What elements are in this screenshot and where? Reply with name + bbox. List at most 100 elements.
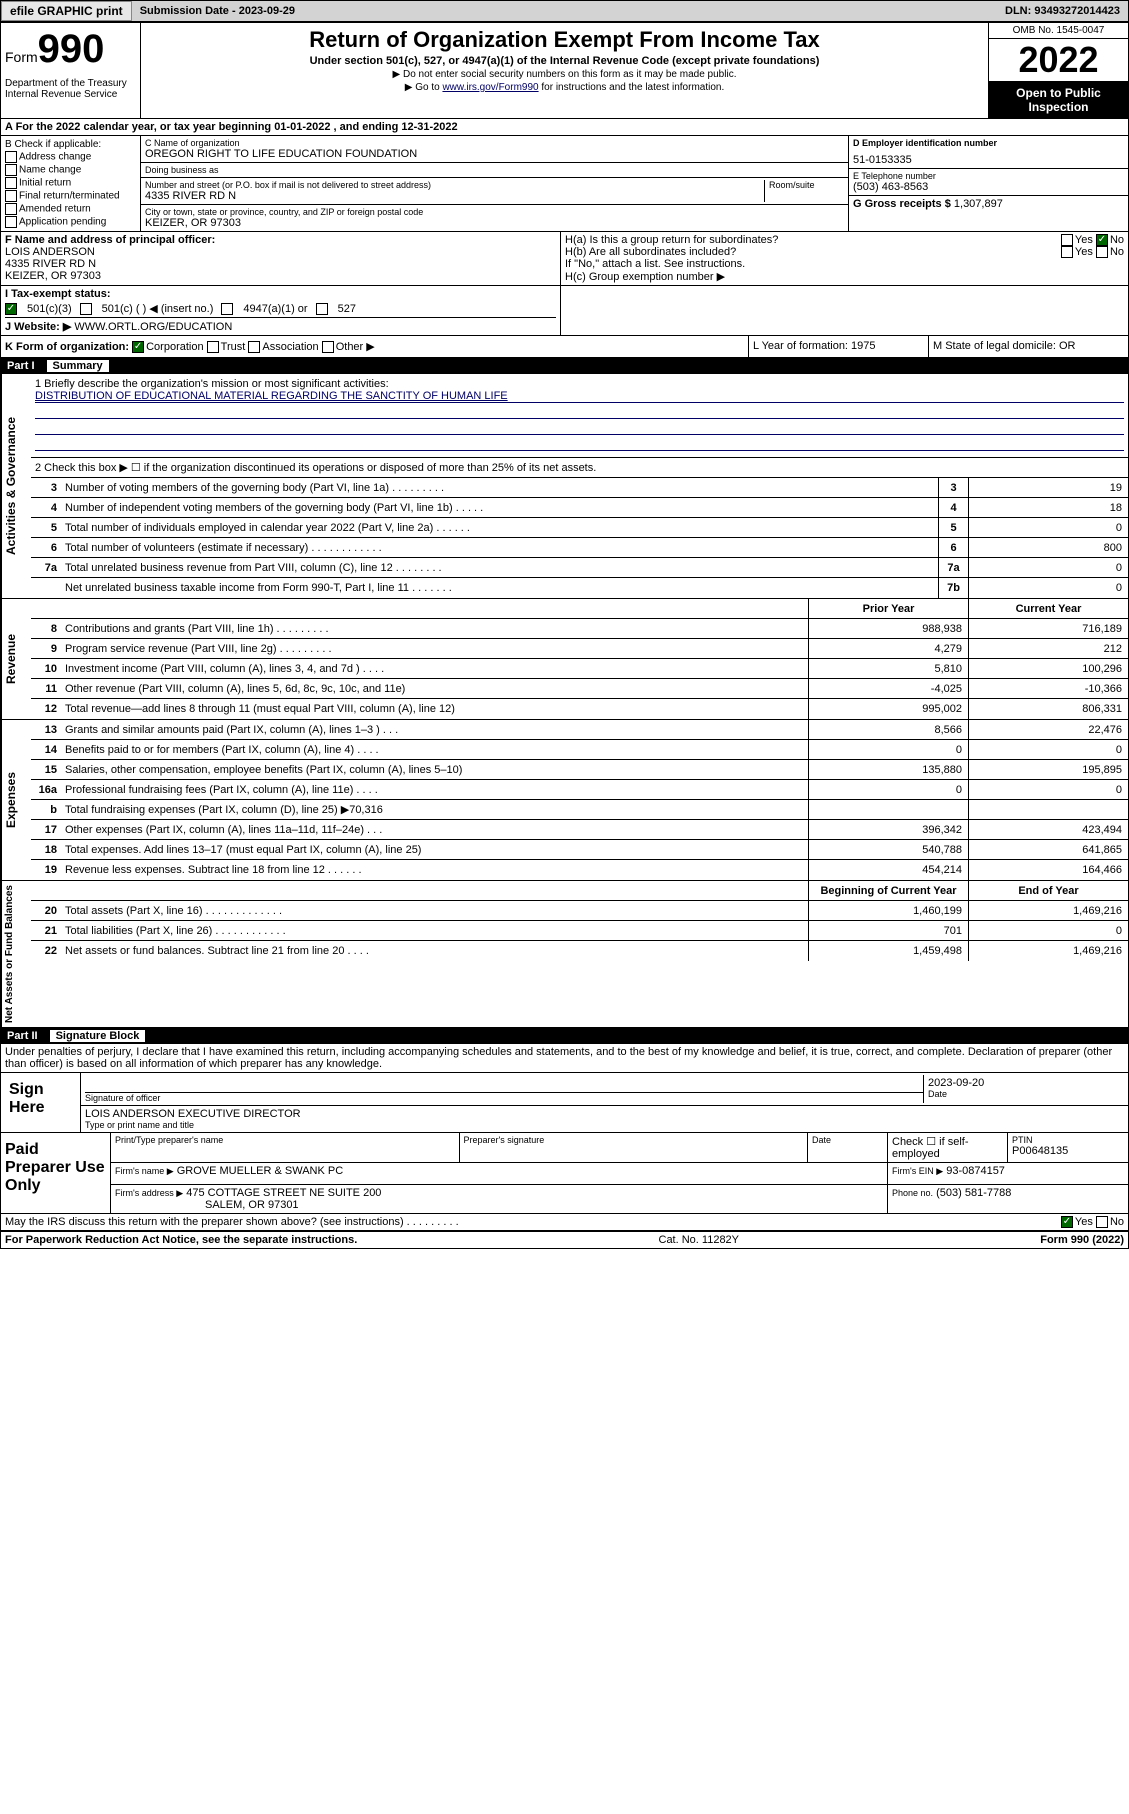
- discuss-no[interactable]: [1096, 1216, 1108, 1228]
- chk-amended[interactable]: [5, 203, 17, 215]
- ptin-value: P00648135: [1012, 1145, 1124, 1157]
- line-text: Grants and similar amounts paid (Part IX…: [61, 722, 808, 738]
- prior-year-value: 988,938: [808, 619, 968, 638]
- line-text: Total liabilities (Part X, line 26) . . …: [61, 923, 808, 939]
- dept-treasury: Department of the Treasury Internal Reve…: [5, 78, 136, 100]
- current-year-value: 195,895: [968, 760, 1128, 779]
- discuss-yes[interactable]: [1061, 1216, 1073, 1228]
- prep-self-emp: Check ☐ if self-employed: [888, 1133, 1008, 1162]
- blank-line: [35, 405, 1124, 419]
- signature-line[interactable]: [85, 1075, 923, 1093]
- officer-addr1: 4335 RIVER RD N: [5, 258, 556, 270]
- part-1-header: Part I Summary: [1, 358, 1128, 374]
- officer-addr2: KEIZER, OR 97303: [5, 270, 556, 282]
- chk-501c[interactable]: [80, 303, 92, 315]
- line-text: Benefits paid to or for members (Part IX…: [61, 742, 808, 758]
- print-name-label: Type or print name and title: [85, 1120, 1124, 1130]
- line-num: 11: [31, 681, 61, 697]
- line-num: 16a: [31, 782, 61, 798]
- org-name: OREGON RIGHT TO LIFE EDUCATION FOUNDATIO…: [145, 148, 844, 160]
- chk-initial-return[interactable]: [5, 177, 17, 189]
- prior-year-value: 1,460,199: [808, 901, 968, 920]
- prior-year-value: 540,788: [808, 840, 968, 859]
- line-text: Number of independent voting members of …: [61, 500, 938, 516]
- prior-year-value: 1,459,498: [808, 941, 968, 961]
- line-box: 5: [938, 518, 968, 537]
- prep-sig-col: Preparer's signature: [460, 1133, 809, 1162]
- chk-501c3[interactable]: [5, 303, 17, 315]
- chk-other[interactable]: [322, 341, 334, 353]
- current-year-value: 806,331: [968, 699, 1128, 719]
- line-num: 4: [31, 500, 61, 516]
- ha-no[interactable]: [1096, 234, 1108, 246]
- paid-preparer-label: Paid Preparer Use Only: [1, 1133, 111, 1213]
- line-text: Program service revenue (Part VIII, line…: [61, 641, 808, 657]
- tax-exempt-label: I Tax-exempt status:: [5, 288, 111, 300]
- prior-year-value: 0: [808, 740, 968, 759]
- signature-declaration: Under penalties of perjury, I declare th…: [1, 1044, 1128, 1073]
- prep-date-col: Date: [808, 1133, 888, 1162]
- chk-assoc[interactable]: [248, 341, 260, 353]
- prior-year-value: 135,880: [808, 760, 968, 779]
- submission-date: Submission Date - 2023-09-29: [132, 3, 303, 19]
- tax-year: 2022: [989, 39, 1128, 82]
- line-box: 3: [938, 478, 968, 497]
- line-num: 6: [31, 540, 61, 556]
- line-value: 19: [968, 478, 1128, 497]
- line-text: Total revenue—add lines 8 through 11 (mu…: [61, 701, 808, 717]
- hb-yes[interactable]: [1061, 246, 1073, 258]
- instr-link: ▶ Go to www.irs.gov/Form990 for instruct…: [145, 82, 984, 93]
- ein-label: D Employer identification number: [853, 138, 1124, 148]
- irs-link[interactable]: www.irs.gov/Form990: [442, 82, 538, 93]
- org-name-label: C Name of organization: [145, 138, 844, 148]
- line-num: 14: [31, 742, 61, 758]
- ein-value: 51-0153335: [853, 154, 1124, 166]
- line-value: 800: [968, 538, 1128, 557]
- sign-here-label: Sign Here: [1, 1073, 81, 1132]
- firm-name: GROVE MUELLER & SWANK PC: [177, 1165, 343, 1177]
- line-value: 0: [968, 578, 1128, 598]
- firm-addr-label: Firm's address ▶: [115, 1188, 183, 1198]
- current-year-value: 716,189: [968, 619, 1128, 638]
- line-2: 2 Check this box ▶ ☐ if the organization…: [31, 459, 1128, 476]
- chk-app-pending[interactable]: [5, 216, 17, 228]
- line-text: Salaries, other compensation, employee b…: [61, 762, 808, 778]
- efile-print-button[interactable]: efile GRAPHIC print: [1, 1, 132, 21]
- cat-no: Cat. No. 11282Y: [357, 1234, 1040, 1246]
- current-year-hdr: Current Year: [968, 599, 1128, 618]
- line-text: Number of voting members of the governin…: [61, 480, 938, 496]
- prior-year-value: 995,002: [808, 699, 968, 719]
- firm-addr2: SALEM, OR 97301: [205, 1199, 883, 1211]
- chk-4947[interactable]: [221, 303, 233, 315]
- form-990-page: Form990 Department of the Treasury Inter…: [0, 22, 1129, 1249]
- line-box: 7b: [938, 578, 968, 598]
- blank-line: [35, 421, 1124, 435]
- current-year-value: -10,366: [968, 679, 1128, 698]
- chk-address-change[interactable]: [5, 151, 17, 163]
- instr-ssn: ▶ Do not enter social security numbers o…: [145, 69, 984, 80]
- ptin-label: PTIN: [1012, 1135, 1124, 1145]
- room-label: Room/suite: [769, 180, 844, 190]
- chk-final-return[interactable]: [5, 190, 17, 202]
- chk-corp[interactable]: [132, 341, 144, 353]
- ha-yes[interactable]: [1061, 234, 1073, 246]
- officer-print-name: LOIS ANDERSON EXECUTIVE DIRECTOR: [85, 1108, 1124, 1120]
- line-num: 22: [31, 943, 61, 959]
- chk-trust[interactable]: [207, 341, 219, 353]
- firm-addr: 475 COTTAGE STREET NE SUITE 200: [186, 1187, 381, 1199]
- prior-year-value: 4,279: [808, 639, 968, 658]
- line-num: 5: [31, 520, 61, 536]
- prior-year-value: [808, 800, 968, 819]
- chk-name-change[interactable]: [5, 164, 17, 176]
- paperwork-notice: For Paperwork Reduction Act Notice, see …: [5, 1234, 357, 1246]
- line-text: Revenue less expenses. Subtract line 18 …: [61, 862, 808, 878]
- line-text: Total fundraising expenses (Part IX, col…: [61, 801, 808, 818]
- hb-no[interactable]: [1096, 246, 1108, 258]
- end-year-hdr: End of Year: [968, 881, 1128, 900]
- line-num: 15: [31, 762, 61, 778]
- firm-ein-label: Firm's EIN ▶: [892, 1166, 943, 1176]
- sig-date-label: Date: [928, 1089, 1120, 1099]
- open-inspection: Open to Public Inspection: [989, 82, 1128, 118]
- line-text: Contributions and grants (Part VIII, lin…: [61, 621, 808, 637]
- chk-527[interactable]: [316, 303, 328, 315]
